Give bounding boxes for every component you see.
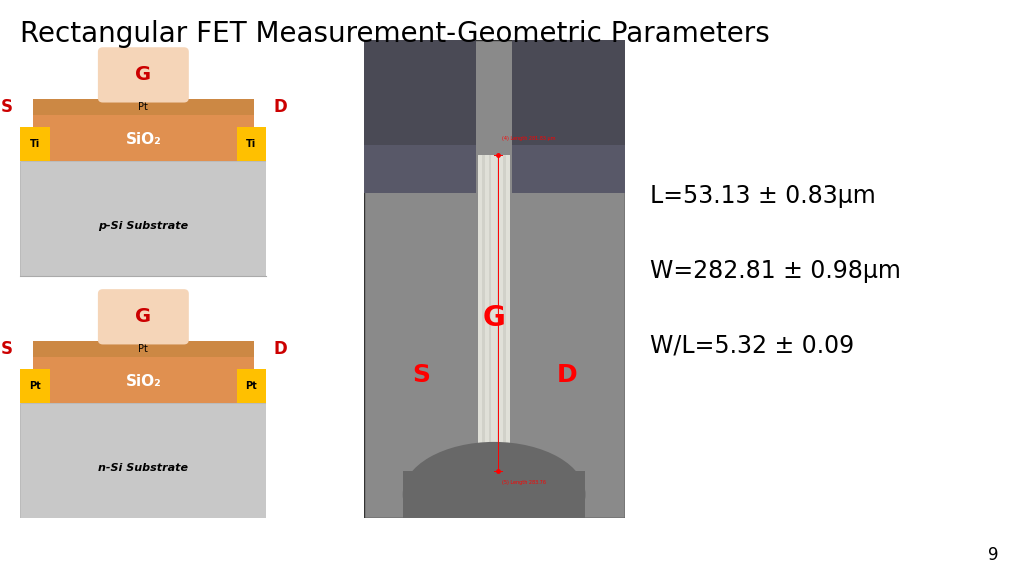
Text: Pt: Pt: [138, 344, 148, 354]
Text: D: D: [557, 363, 578, 387]
Bar: [193, 341, 254, 357]
Text: W/L=5.32 ± 0.09: W/L=5.32 ± 0.09: [650, 334, 854, 358]
Bar: [402, 471, 586, 518]
Text: G: G: [135, 308, 152, 326]
Bar: [20, 161, 266, 276]
Text: G: G: [482, 304, 506, 332]
Text: Pt: Pt: [246, 381, 257, 391]
Bar: [237, 369, 266, 403]
Bar: [94, 341, 193, 357]
Bar: [94, 99, 193, 115]
Text: SiO₂: SiO₂: [126, 132, 161, 147]
Bar: [478, 155, 510, 480]
Text: Pt: Pt: [138, 102, 148, 112]
Bar: [33, 99, 94, 115]
Text: Ti: Ti: [30, 139, 40, 149]
Bar: [503, 155, 506, 480]
Text: S: S: [1, 340, 13, 358]
Bar: [512, 40, 625, 160]
Bar: [20, 127, 50, 161]
Text: D: D: [273, 98, 288, 116]
Text: W=282.81 ± 0.98μm: W=282.81 ± 0.98μm: [650, 259, 901, 283]
Text: 9: 9: [988, 547, 998, 564]
Text: S: S: [1, 98, 13, 116]
Bar: [193, 99, 254, 115]
Text: p-Si Substrate: p-Si Substrate: [98, 221, 188, 231]
Bar: [33, 115, 254, 161]
Bar: [33, 357, 254, 403]
Bar: [20, 403, 266, 518]
FancyBboxPatch shape: [98, 289, 188, 344]
Text: Rectangular FET Measurement-Geometric Parameters: Rectangular FET Measurement-Geometric Pa…: [20, 20, 770, 48]
Bar: [364, 40, 476, 160]
Ellipse shape: [402, 442, 586, 547]
Bar: [237, 127, 266, 161]
Text: SiO₂: SiO₂: [126, 374, 161, 389]
Text: D: D: [273, 340, 288, 358]
Text: L=53.13 ± 0.83μm: L=53.13 ± 0.83μm: [650, 184, 876, 208]
Bar: [33, 341, 94, 357]
Bar: [497, 155, 500, 480]
Text: Ti: Ti: [247, 139, 257, 149]
Bar: [482, 155, 485, 480]
Bar: [364, 146, 476, 194]
FancyBboxPatch shape: [98, 47, 188, 103]
Text: Pt: Pt: [30, 381, 41, 391]
Text: n-Si Substrate: n-Si Substrate: [98, 463, 188, 473]
Text: S: S: [412, 363, 430, 387]
Bar: [512, 146, 625, 194]
Text: (4) Length 281.83 μm: (4) Length 281.83 μm: [502, 136, 555, 141]
Text: (5) Length 283.76: (5) Length 283.76: [502, 480, 546, 485]
Bar: [488, 155, 492, 480]
Text: G: G: [135, 66, 152, 84]
Bar: [20, 369, 50, 403]
